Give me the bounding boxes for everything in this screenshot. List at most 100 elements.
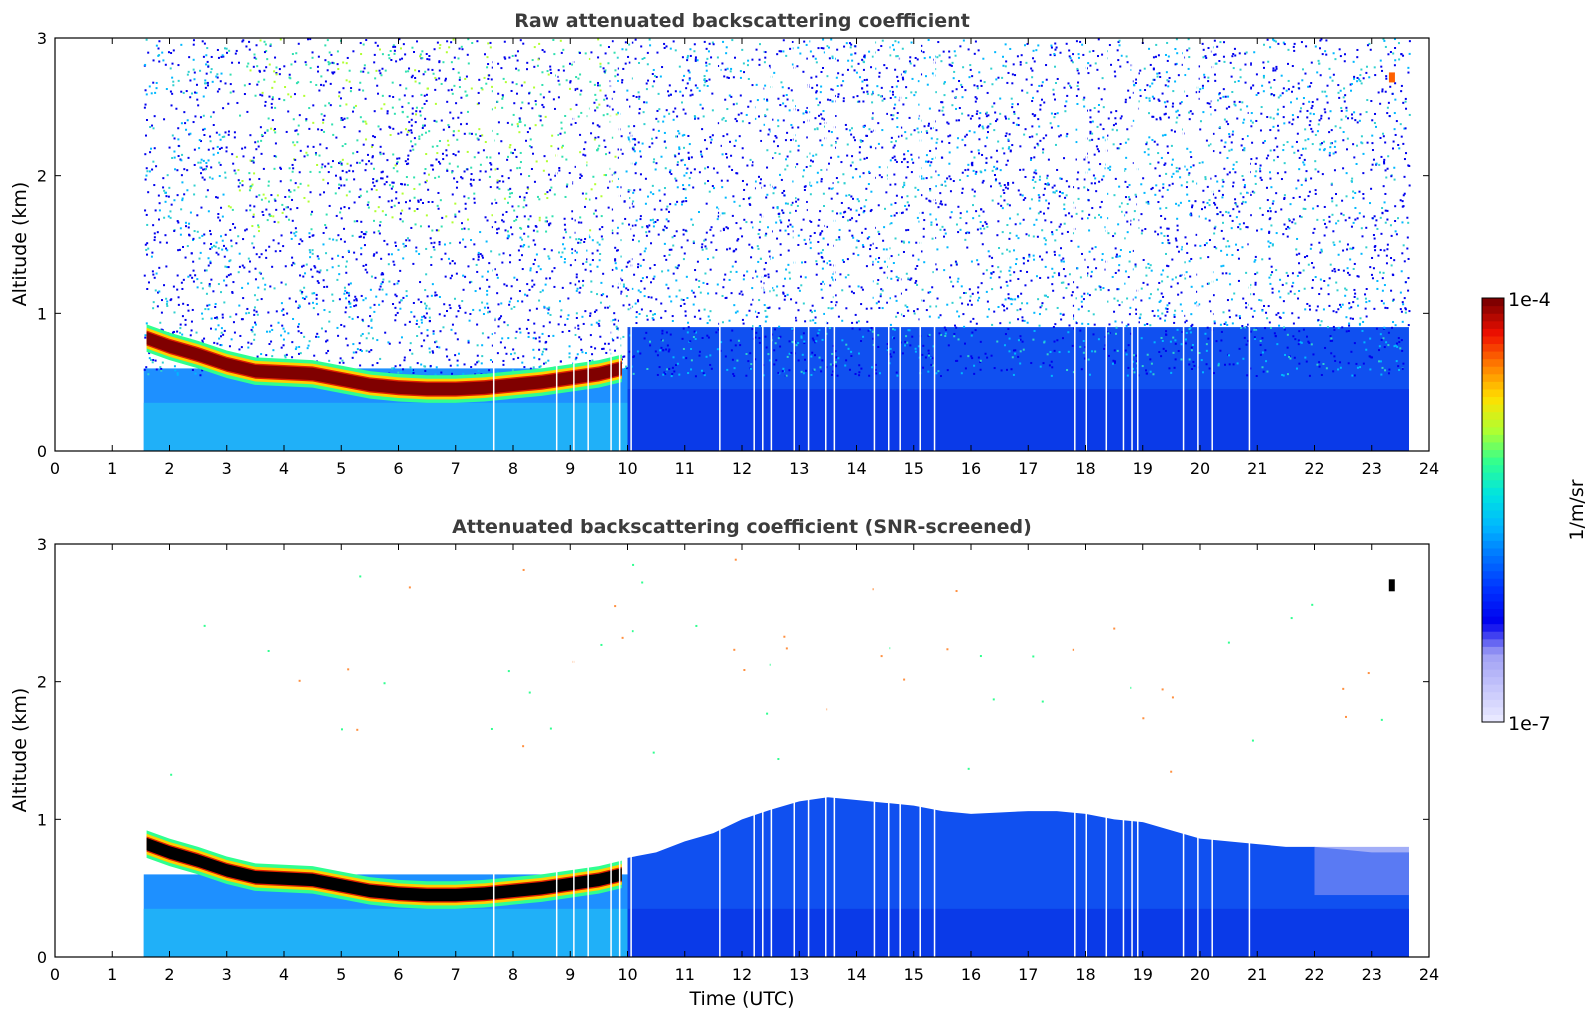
top-noise-speckle — [826, 75, 829, 78]
top-noise-speckle — [533, 180, 536, 183]
top-noise-speckle — [1312, 353, 1315, 356]
top-noise-speckle — [353, 251, 356, 254]
top-noise-speckle — [548, 306, 551, 309]
top-noise-speckle — [395, 162, 398, 165]
top-noise-speckle — [530, 167, 533, 170]
top-noise-speckle — [419, 281, 422, 284]
top-noise-speckle — [689, 94, 692, 97]
top-noise-speckle — [154, 359, 157, 362]
top-noise-speckle — [1064, 105, 1067, 108]
top-noise-speckle — [235, 155, 238, 158]
top-noise-speckle — [917, 131, 920, 134]
top-noise-speckle — [1338, 96, 1341, 99]
top-noise-speckle — [516, 122, 519, 125]
top-noise-speckle — [848, 129, 851, 132]
top-noise-speckle — [1387, 53, 1390, 56]
top-noise-speckle — [1015, 234, 1018, 237]
top-noise-speckle — [868, 235, 871, 238]
top-noise-speckle — [1102, 136, 1105, 139]
top-noise-speckle — [1160, 336, 1163, 339]
top-noise-speckle — [1214, 225, 1217, 228]
top-noise-speckle — [243, 93, 246, 96]
top-noise-speckle — [1354, 206, 1357, 209]
top-noise-speckle — [533, 331, 536, 334]
top-noise-speckle — [324, 44, 327, 47]
top-noise-speckle — [393, 263, 396, 266]
top-noise-speckle — [237, 235, 240, 238]
top-noise-speckle — [939, 314, 942, 317]
top-noise-speckle — [1272, 38, 1275, 41]
top-noise-speckle — [388, 280, 391, 283]
top-noise-speckle — [729, 270, 732, 273]
top-noise-speckle — [1223, 60, 1226, 63]
top-noise-speckle — [283, 354, 286, 357]
top-noise-speckle — [700, 369, 703, 372]
top-noise-speckle — [1041, 229, 1044, 232]
top-noise-speckle — [1016, 55, 1019, 58]
top-noise-speckle — [1153, 140, 1156, 143]
top-noise-speckle — [1017, 318, 1020, 321]
top-noise-speckle — [1340, 118, 1343, 121]
top-noise-speckle — [507, 236, 510, 239]
top-noise-speckle — [847, 347, 850, 350]
top-noise-speckle — [1073, 281, 1076, 284]
top-noise-speckle — [1369, 266, 1372, 269]
top-noise-speckle — [322, 243, 325, 246]
top-noise-speckle — [330, 53, 333, 56]
top-noise-speckle — [582, 284, 585, 287]
top-noise-speckle — [1114, 247, 1117, 250]
top-noise-speckle — [1079, 329, 1082, 332]
top-noise-speckle — [458, 86, 461, 89]
top-noise-speckle — [167, 195, 170, 198]
top-noise-speckle — [229, 91, 232, 94]
top-noise-speckle — [1279, 94, 1282, 97]
top-noise-speckle — [1269, 129, 1272, 132]
top-noise-speckle — [1349, 83, 1352, 86]
top-noise-speckle — [1053, 250, 1056, 253]
top-noise-speckle — [643, 287, 646, 290]
top-noise-speckle — [1228, 149, 1231, 152]
top-noise-speckle — [1060, 318, 1063, 321]
top-noise-speckle — [983, 81, 986, 84]
top-noise-speckle — [1358, 78, 1361, 81]
top-noise-speckle — [921, 353, 924, 356]
top-noise-speckle — [646, 368, 649, 371]
top-noise-speckle — [494, 221, 497, 224]
top-noise-speckle — [711, 92, 714, 95]
top-noise-speckle — [879, 295, 882, 298]
top-noise-speckle — [382, 273, 385, 276]
top-noise-speckle — [693, 50, 696, 53]
top-noise-speckle — [801, 261, 804, 264]
top-noise-speckle — [308, 232, 311, 235]
top-noise-speckle — [1311, 279, 1314, 282]
top-noise-speckle — [902, 315, 905, 318]
top-noise-speckle — [1270, 186, 1273, 189]
top-noise-speckle — [218, 219, 221, 222]
top-noise-speckle — [548, 277, 551, 280]
top-noise-speckle — [1148, 99, 1151, 102]
top-noise-speckle — [1108, 331, 1111, 334]
top-noise-speckle — [975, 170, 978, 173]
top-noise-speckle — [1334, 140, 1337, 143]
top-noise-speckle — [1206, 102, 1209, 105]
top-noise-speckle — [1148, 112, 1151, 115]
top-noise-speckle — [1382, 271, 1385, 274]
top-noise-speckle — [886, 348, 889, 351]
top-noise-speckle — [497, 152, 500, 155]
top-noise-speckle — [888, 90, 891, 93]
top-noise-speckle — [328, 359, 331, 362]
top-noise-speckle — [622, 67, 625, 70]
top-noise-speckle — [997, 76, 1000, 79]
top-noise-speckle — [976, 228, 979, 231]
top-noise-speckle — [950, 264, 953, 267]
top-noise-speckle — [202, 95, 205, 98]
top-noise-speckle — [447, 89, 450, 92]
top-noise-speckle — [545, 220, 548, 223]
top-noise-speckle — [1083, 178, 1086, 181]
top-noise-speckle — [185, 225, 188, 228]
top-noise-speckle — [497, 318, 500, 321]
top-noise-speckle — [782, 50, 785, 53]
top-noise-speckle — [668, 210, 671, 213]
top-noise-speckle — [359, 42, 362, 45]
top-noise-speckle — [1014, 352, 1017, 355]
